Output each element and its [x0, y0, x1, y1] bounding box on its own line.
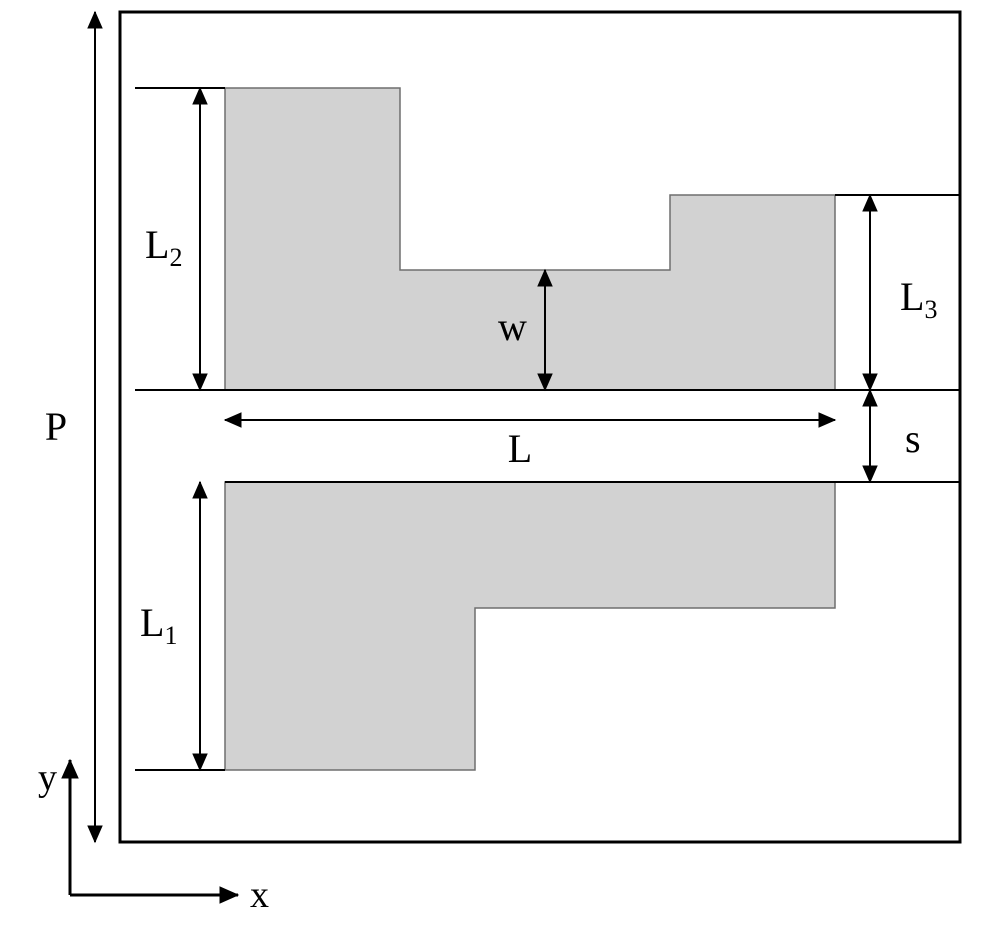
diagram-root: PL2L3wsL1Lyx [0, 0, 1000, 930]
label-s: s [905, 416, 921, 461]
diagram-svg: PL2L3wsL1Lyx [0, 0, 1000, 930]
label-P: P [45, 404, 67, 449]
label-L: L [508, 426, 532, 471]
axis-label-x: x [250, 874, 269, 916]
axis-label-y: y [38, 757, 57, 799]
label-w: w [498, 304, 527, 349]
